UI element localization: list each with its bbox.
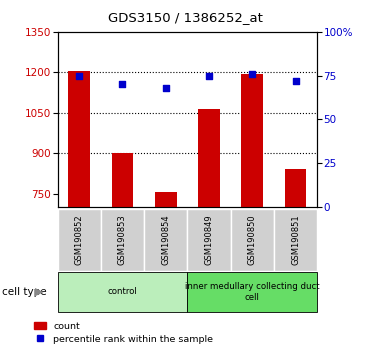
- Legend: count, percentile rank within the sample: count, percentile rank within the sample: [31, 318, 217, 348]
- Point: [163, 85, 169, 91]
- Text: inner medullary collecting duct
cell: inner medullary collecting duct cell: [185, 282, 319, 302]
- Bar: [58, 272, 187, 312]
- Bar: [242, 74, 263, 207]
- Bar: [187, 272, 317, 312]
- Bar: [58, 209, 101, 271]
- Text: GSM190854: GSM190854: [161, 215, 170, 265]
- Bar: [231, 209, 274, 271]
- Text: GSM190850: GSM190850: [248, 215, 257, 265]
- Bar: [274, 209, 317, 271]
- Bar: [285, 169, 306, 207]
- Bar: [101, 209, 144, 271]
- Text: GSM190851: GSM190851: [291, 215, 300, 265]
- Bar: [198, 109, 220, 207]
- Bar: [144, 209, 187, 271]
- Point: [249, 71, 255, 77]
- Text: GDS3150 / 1386252_at: GDS3150 / 1386252_at: [108, 11, 263, 24]
- Bar: [112, 153, 133, 207]
- Point: [206, 73, 212, 79]
- Point: [76, 73, 82, 79]
- Text: GSM190852: GSM190852: [75, 215, 83, 265]
- Text: GSM190853: GSM190853: [118, 215, 127, 265]
- Point: [293, 78, 299, 84]
- Bar: [155, 192, 177, 207]
- Bar: [68, 71, 90, 207]
- Text: ▶: ▶: [35, 287, 43, 297]
- Text: control: control: [108, 287, 137, 296]
- Point: [119, 81, 125, 87]
- Bar: [187, 209, 231, 271]
- Text: cell type: cell type: [2, 287, 46, 297]
- Text: GSM190849: GSM190849: [204, 215, 213, 265]
